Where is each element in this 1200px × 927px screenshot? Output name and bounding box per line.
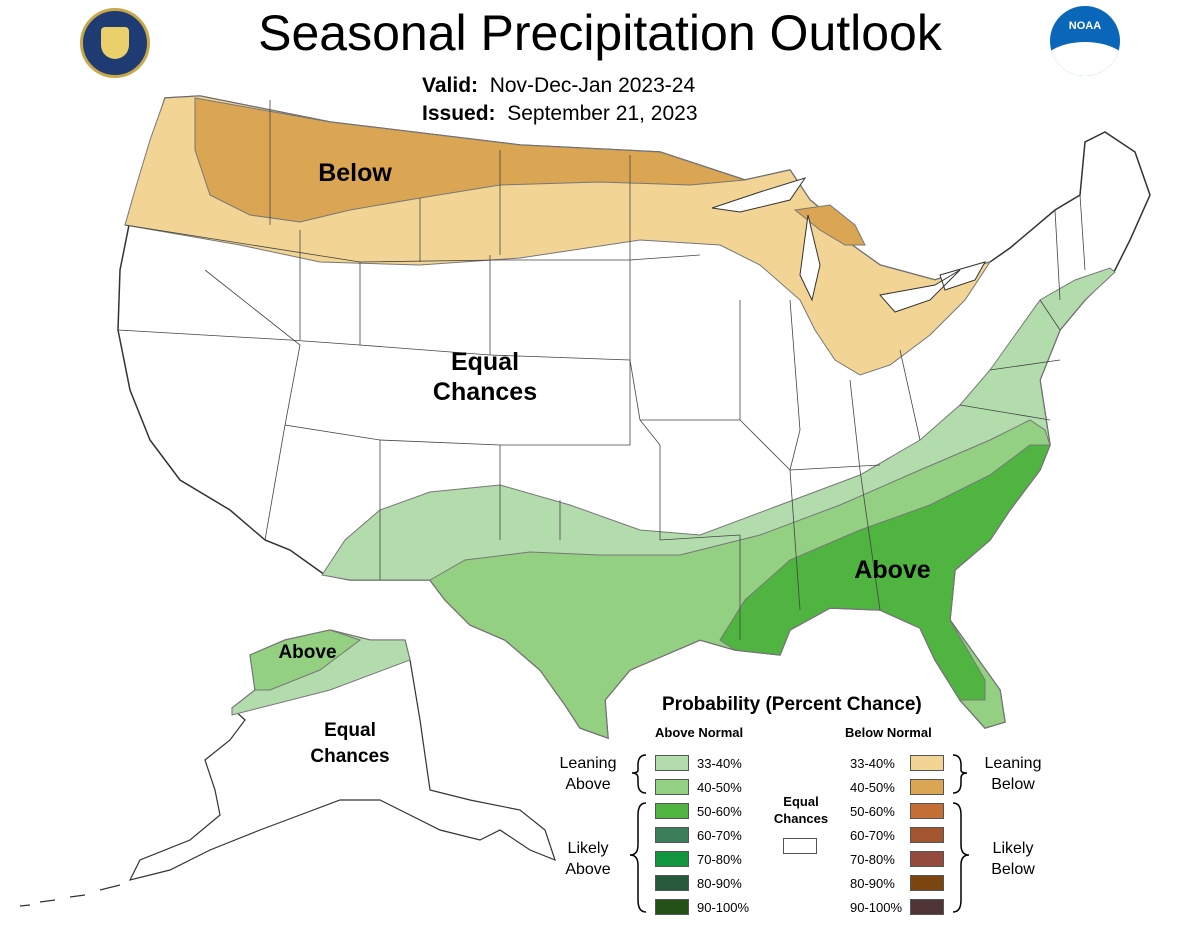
- state-boundaries: [117, 100, 1086, 640]
- likely-above-line2: Above: [565, 861, 611, 878]
- above-50-60-area: [719, 444, 1051, 701]
- legend-likely-above: Likely Above: [545, 838, 631, 880]
- legend-above-swatch-0: [655, 755, 689, 771]
- region-label-equal-alaska: Equal Chances: [290, 718, 410, 770]
- legend-below-header: Below Normal: [845, 725, 932, 740]
- legend-below-swatch-4: [910, 851, 944, 867]
- issued-row: Issued: September 21, 2023: [422, 100, 698, 128]
- leaning-above-line2: Above: [565, 776, 611, 793]
- legend-below-swatch-3: [910, 827, 944, 843]
- department-of-commerce-seal: [80, 8, 150, 78]
- region-label-below: Below: [318, 159, 392, 187]
- aleutian-islands: [19, 884, 121, 907]
- below-area-michigan: [793, 204, 866, 246]
- noaa-logo: NOAA: [1050, 6, 1120, 76]
- equal-alaska-line1: Equal: [324, 720, 376, 741]
- legend-leaning-above: Leaning Above: [545, 753, 631, 795]
- legend-above-swatch-3: [655, 827, 689, 843]
- outlook-meta: Valid: Nov-Dec-Jan 2023-24 Issued: Septe…: [422, 72, 698, 128]
- alaska-outline: [128, 629, 556, 881]
- region-label-above-conus: Above: [854, 556, 931, 584]
- great-lakes: [711, 177, 987, 313]
- noaa-logo-text: NOAA: [1068, 20, 1102, 32]
- legend-below-label-6: 90-100%: [850, 900, 903, 915]
- legend-above-swatch-6: [655, 899, 689, 915]
- equal-conus-line1: Equal: [450, 348, 520, 376]
- legend-above-label-6: 90-100%: [697, 900, 750, 915]
- legend-title: Probability (Percent Chance): [662, 694, 922, 715]
- legend-above-swatch-2: [655, 803, 689, 819]
- legend-equal-chances: Equal Chances: [762, 793, 840, 827]
- legend-likely-below: Likely Below: [970, 838, 1056, 880]
- legend-below-swatch-0: [910, 755, 944, 771]
- legend-brackets: [629, 754, 970, 913]
- legend-above-label-1: 40-50%: [697, 780, 742, 795]
- region-label-above-alaska: Above: [278, 642, 337, 663]
- region-label-equal-conus: Equal Chances: [400, 347, 570, 407]
- page-title: Seasonal Precipitation Outlook: [258, 5, 942, 61]
- leaning-below-line1: Leaning: [984, 755, 1042, 772]
- legend-leaning-below: Leaning Below: [970, 753, 1056, 795]
- legend-below-label-3: 60-70%: [850, 828, 895, 843]
- noaa-logo-wave: [1050, 42, 1120, 76]
- legend-above-label-0: 33-40%: [697, 756, 742, 771]
- issued-value: September 21, 2023: [507, 102, 698, 125]
- legend-below-label-4: 70-80%: [850, 852, 895, 867]
- legend-above-label-4: 70-80%: [697, 852, 742, 867]
- issued-label: Issued:: [422, 102, 496, 125]
- likely-below-line2: Below: [991, 861, 1035, 878]
- valid-value: Nov-Dec-Jan 2023-24: [489, 74, 696, 97]
- alaska-above-area: [249, 629, 362, 691]
- legend-below-swatch-5: [910, 875, 944, 891]
- seal-inner-shield-icon: [101, 27, 129, 59]
- legend-below-swatch-2: [910, 803, 944, 819]
- legend-below-label-0: 33-40%: [850, 756, 895, 771]
- valid-row: Valid: Nov-Dec-Jan 2023-24: [422, 72, 698, 100]
- legend-below-swatch-6: [910, 899, 944, 915]
- legend-above-header: Above Normal: [655, 725, 744, 740]
- valid-label: Valid:: [422, 74, 479, 97]
- legend-below-label-5: 80-90%: [850, 876, 895, 891]
- equal-conus-line2: Chances: [432, 378, 538, 406]
- legend-below-label-2: 50-60%: [850, 804, 895, 819]
- legend-below-label-1: 40-50%: [850, 780, 895, 795]
- equal-chances-line1: Equal: [783, 794, 819, 809]
- leaning-below-line2: Below: [991, 776, 1035, 793]
- legend-above-label-2: 50-60%: [697, 804, 742, 819]
- legend-above-label-5: 80-90%: [697, 876, 742, 891]
- likely-below-line1: Likely: [992, 840, 1034, 857]
- leaning-above-line1: Leaning: [559, 755, 617, 772]
- legend-above-swatch-1: [655, 779, 689, 795]
- legend-below-swatch-1: [910, 779, 944, 795]
- legend-above-label-3: 60-70%: [697, 828, 742, 843]
- legend-above-swatch-4: [655, 851, 689, 867]
- equal-alaska-line2: Chances: [310, 746, 390, 767]
- legend-above-swatch-5: [655, 875, 689, 891]
- likely-above-line1: Likely: [567, 840, 609, 857]
- legend-equal-chances-swatch: [783, 838, 817, 854]
- equal-chances-line2: Chances: [773, 811, 829, 826]
